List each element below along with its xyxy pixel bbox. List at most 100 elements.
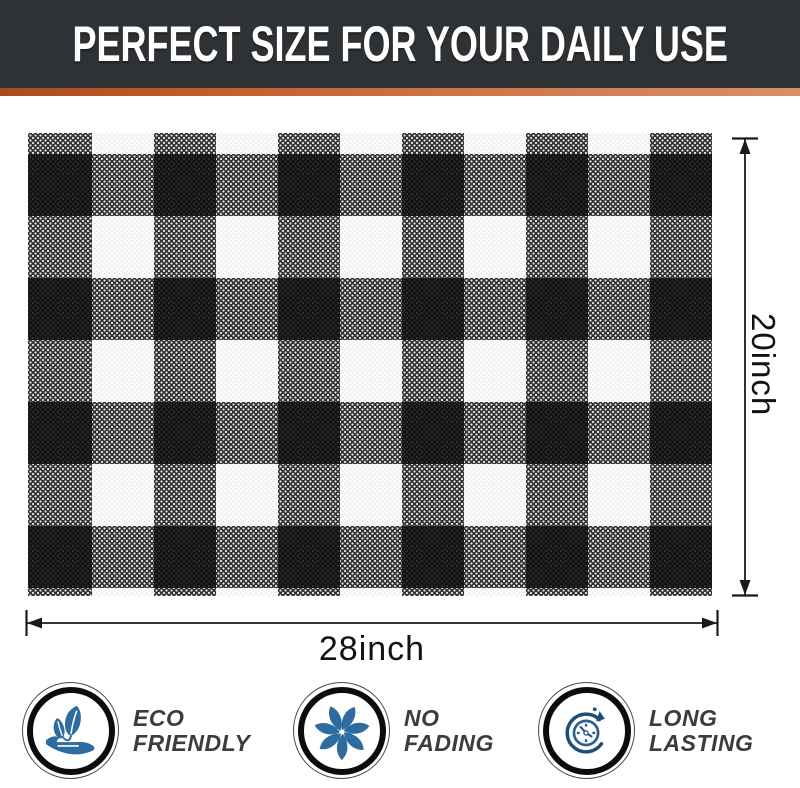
plaid-cell [92,154,154,216]
plaid-cell [588,154,650,216]
horizontal-dimension-arrow [25,610,719,636]
plaid-cell [588,340,650,402]
plaid-cell [340,216,402,278]
plaid-cell [526,464,588,526]
plaid-cell [278,402,340,464]
plaid-cell [402,278,464,340]
page-title: PERFECT SIZE FOR YOUR DAILY USE [72,16,728,72]
plaid-cell [464,133,526,154]
plaid-row [28,402,712,464]
plaid-cell [92,216,154,278]
pinwheel-icon [314,705,369,760]
plaid-cell [526,216,588,278]
plaid-cell [92,464,154,526]
plaid-cell [278,340,340,402]
plaid-cell [92,526,154,588]
plaid-cell [28,464,92,526]
plaid-cell [650,588,712,596]
plaid-row [28,340,712,402]
plaid-cell [216,588,278,596]
plaid-cell [340,154,402,216]
plaid-cell [340,526,402,588]
plaid-cell [464,340,526,402]
plaid-cell [402,588,464,596]
plaid-cell [340,133,402,154]
feature-eco-friendly: ECO FRIENDLY [22,682,250,779]
plaid-cell [588,588,650,596]
plaid-cell [216,154,278,216]
plaid-cell [650,154,712,216]
accent-line [0,88,800,96]
plaid-cell [216,340,278,402]
feature-long-lasting: LONG LASTING [538,682,753,779]
plaid-row [28,588,712,596]
plaid-cell [588,216,650,278]
plaid-cell [154,278,216,340]
no-fading-badge [293,682,390,779]
plaid-cell [588,526,650,588]
plaid-cell [278,588,340,596]
feature-label: ECO FRIENDLY [133,704,251,756]
plaid-cell [278,133,340,154]
plaid-cell [526,526,588,588]
plaid-cell [216,133,278,154]
plaid-cell [650,278,712,340]
plaid-cell [526,340,588,402]
plaid-row [28,526,712,588]
plaid-row [28,216,712,278]
plaid-cell [464,588,526,596]
feature-label: LONG LASTING [649,704,754,756]
vertical-dimension-arrow [732,137,758,597]
plaid-cell [526,133,588,154]
plaid-cell [28,526,92,588]
plaid-cell [92,278,154,340]
header-banner: PERFECT SIZE FOR YOUR DAILY USE [0,0,800,88]
clock-history-icon [565,706,605,754]
plaid-cell [526,402,588,464]
plaid-cell [154,154,216,216]
plaid-cell [340,340,402,402]
plaid-cell [588,402,650,464]
plaid-cell [92,402,154,464]
width-dimension-label: 28inch [318,630,426,668]
plaid-cell [464,526,526,588]
plaid-cell [154,402,216,464]
height-dimension-label: 20inch [745,313,782,417]
plaid-cell [402,154,464,216]
plaid-cell [154,216,216,278]
plaid-cell [28,340,92,402]
plaid-cell [340,588,402,596]
plaid-cell [526,154,588,216]
rug-image [28,133,712,596]
plaid-row [28,133,712,154]
plaid-cell [588,133,650,154]
plaid-cell [650,133,712,154]
plaid-row [28,464,712,526]
plaid-cell [278,526,340,588]
plaid-cell [588,278,650,340]
plaid-cell [216,278,278,340]
long-lasting-badge [538,682,635,779]
plaid-cell [526,278,588,340]
plaid-cell [216,526,278,588]
plaid-cell [526,588,588,596]
plaid-cell [650,216,712,278]
plaid-cell [154,588,216,596]
plaid-cell [650,526,712,588]
plaid-cell [650,402,712,464]
plaid-cell [464,154,526,216]
plaid-cell [402,402,464,464]
plaid-cell [402,526,464,588]
plaid-cell [154,340,216,402]
plaid-cell [28,133,92,154]
plaid-row [28,154,712,216]
plaid-cell [340,402,402,464]
plaid-cell [464,216,526,278]
plaid-cell [28,402,92,464]
plaid-cell [278,464,340,526]
plaid-cell [216,216,278,278]
plaid-cell [402,340,464,402]
plaid-cell [154,464,216,526]
plaid-cell [92,340,154,402]
plaid-cell [278,154,340,216]
